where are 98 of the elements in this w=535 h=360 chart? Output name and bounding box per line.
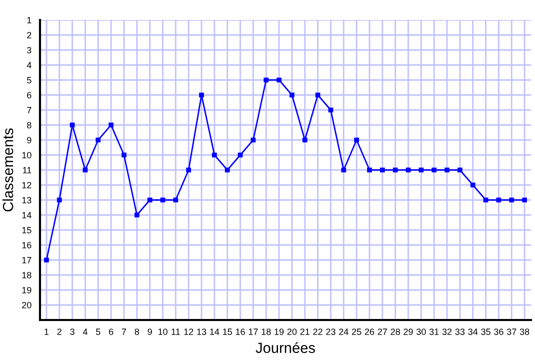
point: [108, 122, 114, 128]
point: [290, 92, 294, 98]
x-tick-label: 26: [364, 328, 374, 335]
x-tick-label: 13: [197, 328, 206, 335]
point: [276, 78, 282, 82]
y-tick-label: 7: [27, 107, 32, 114]
point: [444, 168, 450, 172]
x-tick-label: 8: [134, 328, 140, 335]
point: [134, 212, 140, 218]
point: [496, 198, 502, 202]
point: [224, 168, 230, 172]
point: [522, 198, 527, 202]
x-tick-label: 4: [82, 328, 88, 335]
point: [302, 138, 308, 142]
y-tick-label: 9: [27, 136, 32, 144]
x-tick-label: 6: [109, 328, 114, 335]
point: [354, 138, 359, 142]
point: [483, 198, 488, 202]
y-tick-label: 16: [22, 242, 32, 248]
point: [82, 168, 88, 172]
point: [160, 198, 166, 202]
point: [147, 198, 152, 202]
x-tick-label: 15: [223, 328, 232, 335]
x-tick-label: 21: [300, 328, 310, 335]
x-tick-label: 34: [468, 328, 478, 335]
x-tick-label: 24: [339, 328, 348, 335]
y-tick-label: 13: [22, 196, 32, 204]
point: [44, 258, 49, 262]
point: [418, 168, 424, 172]
y-tick-label: 11: [22, 167, 32, 174]
point: [315, 92, 320, 98]
x-tick-label: 20: [287, 328, 297, 335]
y-tick-label: 8: [27, 122, 32, 128]
x-tick-label: 27: [378, 328, 387, 335]
x-tick-label: 12: [184, 328, 194, 335]
point: [250, 138, 256, 142]
x-tick-label: 14: [210, 328, 220, 335]
x-tick-label: 32: [442, 328, 452, 335]
point: [70, 122, 75, 128]
x-tick-label: 3: [70, 328, 74, 335]
y-tick-label: 18: [22, 272, 32, 278]
point: [328, 108, 334, 112]
x-tick-label: 31: [429, 328, 439, 335]
x-tick-label: 18: [262, 328, 271, 335]
point: [264, 78, 269, 82]
x-tick-label: 33: [455, 328, 465, 335]
x-tick-label: 16: [236, 328, 245, 335]
point: [96, 138, 101, 142]
point: [238, 152, 243, 158]
x-tick-label: 25: [352, 328, 362, 335]
x-tick-label: 9: [148, 328, 152, 335]
point: [470, 182, 476, 188]
x-tick-label: 5: [96, 328, 100, 335]
y-tick-label: 2: [27, 32, 32, 38]
x-tick-label: 30: [416, 328, 426, 335]
y-tick-label: 12: [22, 182, 32, 188]
point: [341, 168, 346, 172]
point: [122, 152, 126, 158]
y-tick-label: 14: [22, 212, 32, 218]
x-tick-label: 37: [506, 328, 516, 335]
x-tick-label: 28: [390, 328, 400, 335]
y-tick-label: 10: [22, 152, 32, 158]
point: [199, 92, 204, 98]
x-tick-label: 17: [248, 328, 258, 335]
y-tick-label: 5: [27, 77, 32, 84]
y-tick-label: 4: [26, 62, 32, 68]
point: [432, 168, 437, 172]
point: [380, 168, 385, 172]
y-tick-label: 19: [22, 286, 32, 294]
point: [367, 168, 372, 172]
x-tick-label: 35: [481, 328, 490, 335]
y-tick-label: 1: [27, 17, 32, 24]
x-tick-label: 22: [313, 328, 322, 335]
y-tick-label: 17: [22, 257, 32, 264]
x-tick-label: 19: [274, 328, 284, 335]
x-tick-label: 1: [44, 328, 49, 335]
point: [212, 152, 217, 158]
x-tick-label: 11: [172, 328, 180, 335]
point: [509, 198, 514, 202]
y-tick-label: 3: [26, 46, 32, 54]
x-tick-label: 38: [520, 328, 530, 335]
y-tick-label: 6: [27, 92, 32, 98]
y-axis-title: Classements: [2, 128, 14, 212]
point: [173, 198, 178, 202]
point: [186, 168, 192, 172]
point: [56, 198, 62, 202]
point: [406, 168, 411, 172]
x-tick-label: 2: [57, 328, 62, 335]
x-tick-label: 23: [326, 328, 336, 335]
point: [458, 168, 462, 172]
point: [392, 168, 398, 172]
x-axis-title: Journées: [256, 342, 315, 354]
x-tick-label: 10: [158, 328, 168, 335]
y-tick-label: 20: [22, 302, 32, 308]
x-tick-label: 29: [404, 328, 413, 335]
x-tick-label: 7: [122, 328, 126, 335]
x-tick-label: 36: [494, 328, 504, 335]
y-tick-label: 15: [22, 227, 32, 234]
